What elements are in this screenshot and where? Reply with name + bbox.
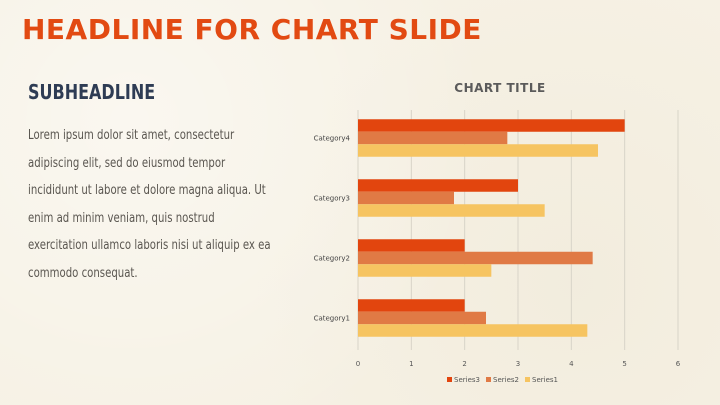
x-tick-label: 5 [622, 360, 626, 368]
bar-series2-category2 [358, 251, 593, 265]
x-tick-label: 0 [356, 360, 360, 368]
x-axis-ticks: 0 1 2 3 4 5 6 [356, 360, 681, 368]
bar-series3-category3 [358, 179, 518, 192]
body-text: Lorem ipsum dolor sit amet, consectetur … [28, 128, 271, 281]
bar-series1-category2 [358, 264, 492, 277]
x-tick-label: 2 [462, 360, 466, 368]
chart-bars [358, 119, 625, 337]
legend-label: Series1 [532, 376, 558, 384]
x-tick-label: 1 [409, 360, 413, 368]
x-tick-label: 4 [569, 360, 574, 368]
x-tick-label: 6 [676, 360, 681, 368]
bar-series1-category1 [358, 324, 588, 337]
bar-series2-category1 [358, 311, 486, 325]
bar-series3-category1 [358, 299, 465, 312]
x-tick-label: 3 [516, 360, 520, 368]
chart-title: CHART TITLE [454, 81, 545, 95]
category-labels: Category1 Category2 Category3 Category4 [314, 135, 351, 323]
chart-legend: Series3 Series2 Series1 [447, 376, 558, 384]
bar-series3-category2 [358, 239, 465, 252]
subheadline: SUBHEADLINE [28, 80, 156, 104]
bar-series1-category3 [358, 204, 545, 217]
legend-swatch [525, 377, 530, 382]
bar-series1-category4 [358, 144, 598, 157]
category-label: Category1 [314, 315, 350, 323]
category-label: Category4 [314, 135, 351, 143]
bar-chart: CHART TITLE Category1Category2Category3C… [314, 81, 681, 384]
category-label: Category2 [314, 255, 350, 263]
legend-label: Series3 [454, 376, 480, 384]
category-label: Category3 [314, 195, 350, 203]
bar-series3-category4 [358, 119, 625, 132]
headline: HEADLINE FOR CHART SLIDE [22, 13, 482, 46]
bar-series2-category4 [358, 131, 508, 145]
legend-swatch [486, 377, 491, 382]
bar-series2-category3 [358, 191, 454, 205]
legend-swatch [447, 377, 452, 382]
legend-label: Series2 [493, 376, 519, 384]
